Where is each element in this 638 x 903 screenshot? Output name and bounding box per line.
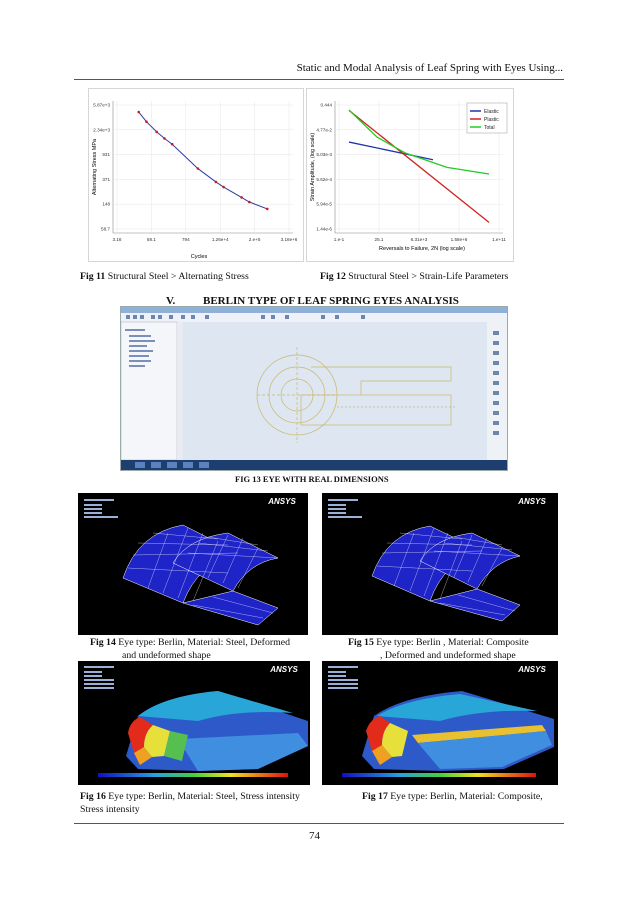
series-line xyxy=(138,111,268,210)
fig16-image: ANSYS xyxy=(78,661,310,785)
legend-label: Elastic xyxy=(484,109,499,115)
fig17-image: ANSYS xyxy=(322,661,558,785)
x-axis-label: Reversals to Failure, 2N (log scale) xyxy=(379,246,465,252)
x-tick-label: 3.16 xyxy=(113,237,122,242)
fig11-caption: Fig 11 Structural Steel > Alternating St… xyxy=(80,271,249,282)
fig12-chart: 1.e-1 25.1 6.31e+3 1.58e+6 1.e+11 0.444 4.77e-… xyxy=(306,88,514,262)
fig12-caption: Fig 12 Structural Steel > Strain-Life Pa… xyxy=(320,271,509,282)
color-legend-bar xyxy=(342,773,536,777)
data-point xyxy=(163,137,166,140)
legend-label: Total xyxy=(484,125,495,131)
x-tick-label: 3.16e+6 xyxy=(281,237,298,242)
ansys-logo: ANSYS xyxy=(269,665,298,674)
y-tick-label: 5.87e+3 xyxy=(93,103,110,108)
x-tick-label: 6.31e+3 xyxy=(411,237,428,242)
strain-life-chart: 1.e-1 25.1 6.31e+3 1.58e+6 1.e+11 0.444 4.77e-… xyxy=(310,101,508,252)
y-tick-label: 58.7 xyxy=(101,227,110,232)
data-point xyxy=(137,110,141,114)
data-point xyxy=(145,120,148,124)
fig16-contour: ANSYS xyxy=(84,665,308,777)
color-legend-bar xyxy=(98,773,288,777)
fig17-caption: Fig 17 Eye type: Berlin, Material: Compo… xyxy=(362,791,543,802)
page-number: 74 xyxy=(309,830,320,842)
data-point xyxy=(214,180,218,184)
fig13-caption: FIG 13 EYE WITH REAL DIMENSIONS xyxy=(235,474,389,484)
fig11-chart: 3.16 58.1 794 1.26e+4 2.e+5 3.16e+6 5.87e+3 2.3… xyxy=(88,88,304,262)
legend: Elastic Plastic Total xyxy=(466,102,508,134)
footer-rule xyxy=(74,823,564,824)
ansys-logo: ANSYS xyxy=(517,665,546,674)
y-axis-label: Strain Amplitude, (log scale) xyxy=(310,133,316,202)
series-line-elastic xyxy=(348,141,434,161)
data-point xyxy=(240,196,243,199)
y-tick-label: 371 xyxy=(102,177,110,182)
y-tick-label: 2.34e+3 xyxy=(93,127,110,132)
y-tick-label: 148 xyxy=(102,202,110,207)
fig15-image: ANSYS xyxy=(322,493,558,635)
ansys-logo: ANSYS xyxy=(517,497,546,506)
series-line-plastic xyxy=(348,109,490,223)
x-tick-label: 25.1 xyxy=(375,237,384,242)
fig15-caption-line2: , Deformed and undeformed shape xyxy=(380,650,516,661)
x-tick-label: 1.e-1 xyxy=(334,237,345,242)
running-header: Static and Modal Analysis of Leaf Spring… xyxy=(296,62,563,74)
series-line-total xyxy=(348,109,490,175)
y-tick-label: 1.44e-6 xyxy=(316,227,332,232)
fig15-mesh: ANSYS xyxy=(328,497,546,622)
legend-label: Plastic xyxy=(484,117,499,123)
y-tick-label: 0.444 xyxy=(321,103,333,108)
cad-window xyxy=(120,307,507,470)
ansys-logo: ANSYS xyxy=(267,497,296,506)
y-tick-label: 931 xyxy=(102,152,110,157)
x-tick-label: 1.26e+4 xyxy=(212,237,229,242)
fig14-caption: Fig 14 Eye type: Berlin, Material: Steel… xyxy=(90,637,290,648)
y-axis-label: Alternating Stress MPa xyxy=(92,138,98,195)
x-tick-label: 1.58e+6 xyxy=(451,237,468,242)
x-tick-label: 2.e+5 xyxy=(249,237,261,242)
x-tick-label: 58.1 xyxy=(147,237,156,242)
data-point xyxy=(222,185,225,189)
fig14-image: ANSYS xyxy=(78,493,308,635)
data-point xyxy=(155,130,158,134)
section-title: BERLIN TYPE OF LEAF SPRING EYES ANALYSIS xyxy=(203,295,459,307)
legend-box xyxy=(466,102,508,134)
header-rule xyxy=(74,79,564,80)
fig16-caption: Fig 16 Eye type: Berlin, Material: Steel… xyxy=(80,791,300,802)
section-number: V. xyxy=(166,295,176,307)
data-point xyxy=(196,167,200,170)
data-point xyxy=(170,142,174,146)
data-point xyxy=(265,207,269,211)
data-point xyxy=(248,200,251,204)
fig14-mesh: ANSYS xyxy=(84,497,296,626)
fig15-caption: Fig 15 Eye type: Berlin , Material: Comp… xyxy=(348,637,529,648)
y-tick-label: 5.94e-5 xyxy=(316,202,332,207)
y-tick-label: 4.77e-2 xyxy=(316,127,332,132)
fig13-cad-screenshot xyxy=(120,306,508,471)
x-tick-label: 1.e+11 xyxy=(492,237,506,242)
alternating-stress-chart: 3.16 58.1 794 1.26e+4 2.e+5 3.16e+6 5.87e+3 2.3… xyxy=(92,101,298,260)
fig16-caption-line2: Stress intensity xyxy=(80,804,140,815)
x-axis-label: Cycles xyxy=(191,254,208,260)
y-tick-label: 5.03e-3 xyxy=(316,152,332,157)
fig17-contour: ANSYS xyxy=(328,665,554,777)
fig14-caption-line2: and undeformed shape xyxy=(122,650,211,661)
x-tick-label: 794 xyxy=(182,237,190,242)
y-tick-label: 5.62e-4 xyxy=(316,177,332,182)
